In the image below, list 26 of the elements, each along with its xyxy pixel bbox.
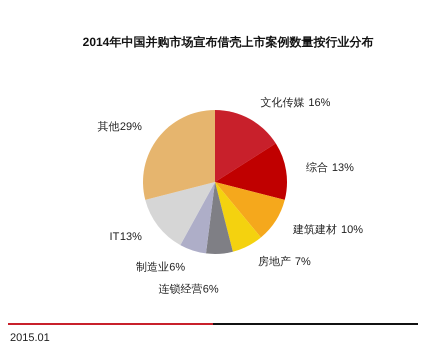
data-label: 13% (120, 231, 142, 244)
pie-slice (145, 182, 215, 246)
pie-slice (215, 143, 287, 200)
data-label: 6% (202, 284, 219, 296)
slice-label: 综合 (306, 160, 328, 174)
data-label: 13% (332, 162, 354, 174)
slice-label: 制造业 (136, 260, 169, 274)
pie-slice (215, 182, 261, 252)
slice-label: 建筑建材 (292, 223, 337, 236)
data-label: 16% (308, 97, 331, 110)
data-label: 6% (169, 262, 186, 274)
slice-label: 文化传媒 (260, 96, 304, 110)
pie-slice (180, 182, 215, 254)
data-label: 10% (340, 224, 364, 236)
text: 2015.01 (10, 332, 50, 344)
data-label: 7% (294, 256, 311, 268)
data-label: 29% (120, 120, 142, 133)
pie-slice (143, 110, 215, 200)
pie-slice (206, 182, 233, 254)
slice-label: 房地产 (258, 255, 291, 268)
slice-label: IT (110, 231, 120, 244)
pie-slice (215, 110, 276, 182)
slice-label: 其他 (97, 120, 120, 133)
pie-slice (215, 182, 285, 238)
slice-label: 连锁经营 (158, 282, 202, 296)
chart-title: 2014年中国并购市场宣布借壳上市案例数量按行业分布 (82, 35, 374, 49)
